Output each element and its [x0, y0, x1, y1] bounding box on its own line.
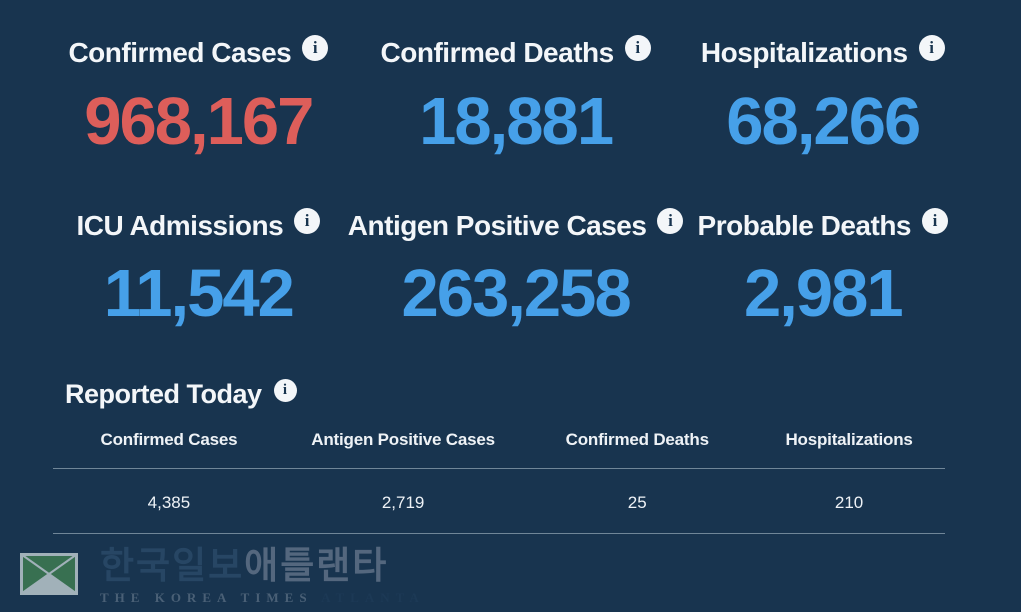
stat-value: 68,266 — [726, 83, 921, 159]
stat-label: Confirmed Deaths — [380, 37, 615, 68]
stat-tile-confirmed-deaths: Confirmed Deaths i 18,881 — [352, 35, 680, 159]
column-header-antigen-positive-cases: Antigen Positive Cases — [311, 430, 495, 450]
korea-times-logo-icon — [20, 553, 78, 595]
stat-value: 11,542 — [103, 256, 295, 332]
stat-tile-probable-deaths: Probable Deaths i 2,981 — [680, 207, 966, 332]
watermark-text: 한국일보애틀랜타 THE KOREA TIMES ATLANTA — [100, 547, 425, 604]
stat-value: 2,981 — [743, 256, 904, 332]
covid-dashboard: Confirmed Cases i 968,167 Confirmed Deat… — [20, 35, 966, 604]
value-antigen-positive-cases: 2,719 — [381, 493, 425, 513]
value-confirmed-deaths: 25 — [627, 493, 647, 513]
reported-today-title: Reported Today — [65, 379, 262, 410]
watermark-korean-name: 한국일보 — [100, 545, 245, 586]
table-header-row: Confirmed Cases Antigen Positive Cases C… — [53, 430, 945, 470]
info-icon[interactable]: i — [273, 379, 297, 403]
table-row: 4,385 2,719 25 210 — [53, 469, 945, 535]
value-hospitalizations: 210 — [834, 493, 864, 513]
info-icon[interactable]: i — [294, 207, 321, 234]
value-confirmed-cases: 4,385 — [147, 493, 191, 513]
info-icon[interactable]: i — [657, 207, 684, 234]
stat-value: 18,881 — [419, 83, 614, 159]
stat-tile-confirmed-cases: Confirmed Cases i 968,167 — [45, 35, 352, 159]
stat-value: 968,167 — [84, 83, 314, 159]
reported-today-table: Confirmed Cases Antigen Positive Cases C… — [53, 430, 945, 535]
info-icon[interactable]: i — [624, 35, 651, 61]
stat-label: Hospitalizations — [700, 37, 908, 68]
column-header-hospitalizations: Hospitalizations — [785, 430, 913, 450]
stat-label: Probable Deaths — [697, 209, 912, 241]
stat-label: Confirmed Cases — [68, 37, 292, 68]
info-icon[interactable]: i — [302, 35, 329, 61]
stats-grid: Confirmed Cases i 968,167 Confirmed Deat… — [45, 35, 966, 332]
stat-label: Antigen Positive Cases — [347, 209, 647, 241]
stat-tile-icu-admissions: ICU Admissions i 11,542 — [45, 207, 352, 332]
stat-tile-antigen-positive-cases: Antigen Positive Cases i 263,258 — [348, 207, 684, 332]
watermark-english-name: THE KOREA TIMES — [100, 590, 313, 605]
reported-today-section: Reported Today i Confirmed Cases Antigen… — [53, 379, 966, 535]
watermark-korean-city: 애틀랜타 — [244, 545, 389, 586]
info-icon[interactable]: i — [922, 207, 948, 234]
column-header-confirmed-deaths: Confirmed Deaths — [565, 430, 709, 450]
stat-value: 263,258 — [401, 256, 632, 332]
watermark-english-city: ATLANTA — [321, 590, 425, 605]
stat-label: ICU Admissions — [76, 209, 284, 241]
korea-times-watermark: 한국일보애틀랜타 THE KOREA TIMES ATLANTA — [20, 547, 425, 604]
stat-tile-hospitalizations: Hospitalizations i 68,266 — [680, 35, 966, 159]
info-icon[interactable]: i — [918, 35, 945, 61]
column-header-confirmed-cases: Confirmed Cases — [100, 430, 238, 450]
